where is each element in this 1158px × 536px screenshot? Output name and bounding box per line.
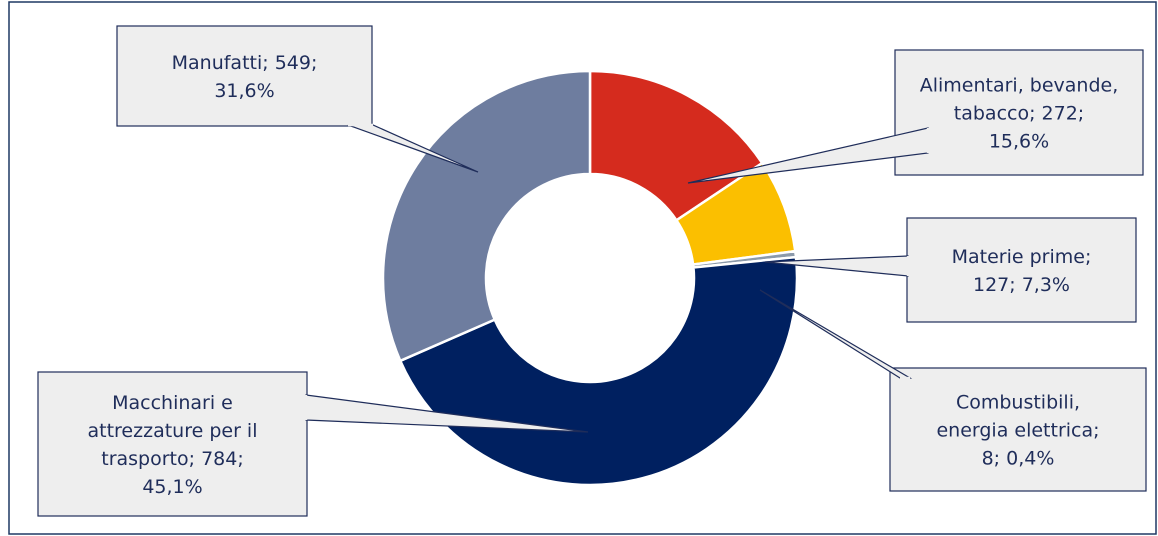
data-label-line: Manufatti; 549; [172,52,318,74]
donut-slice-4 [381,69,592,363]
data-label-line: 31,6% [214,80,274,102]
data-label-line: 15,6% [989,131,1049,153]
data-label-line: 127; 7,3% [973,274,1070,296]
callout-4: Manufatti; 549; 31,6% [116,25,479,173]
callout-box [37,371,308,517]
callout-box [906,217,1137,323]
callout-0: Alimentari, bevande, tabacco; 272; 15,6% [687,49,1144,184]
data-label-line: tabacco; 272; [954,103,1084,125]
data-label-line: energia elettrica; [936,420,1099,442]
data-label-line: Macchinari e [112,392,233,414]
callouts-layer: Alimentari, bevande, tabacco; 272; 15,6% Ma… [37,25,1147,517]
callout-2: Combustibili, energia elettrica; 8; 0,4% [759,289,1147,492]
data-label-line: trasporto; 784; [101,448,243,470]
callout-box [894,49,1144,176]
data-label-line: Alimentari, bevande, [920,75,1119,97]
data-label-line: 45,1% [142,476,202,498]
data-label-line: Materie prime; [952,246,1092,268]
callout-1: Materie prime; 127; 7,3% [764,217,1137,323]
callout-3: Macchinari e attrezzature per il trasporto… [37,371,589,517]
data-label-line: 8; 0,4% [982,448,1055,470]
data-label-line: attrezzature per il [88,420,258,442]
data-label-line: Combustibili, [956,392,1080,414]
callout-box [889,367,1147,492]
callout-box [116,25,373,127]
